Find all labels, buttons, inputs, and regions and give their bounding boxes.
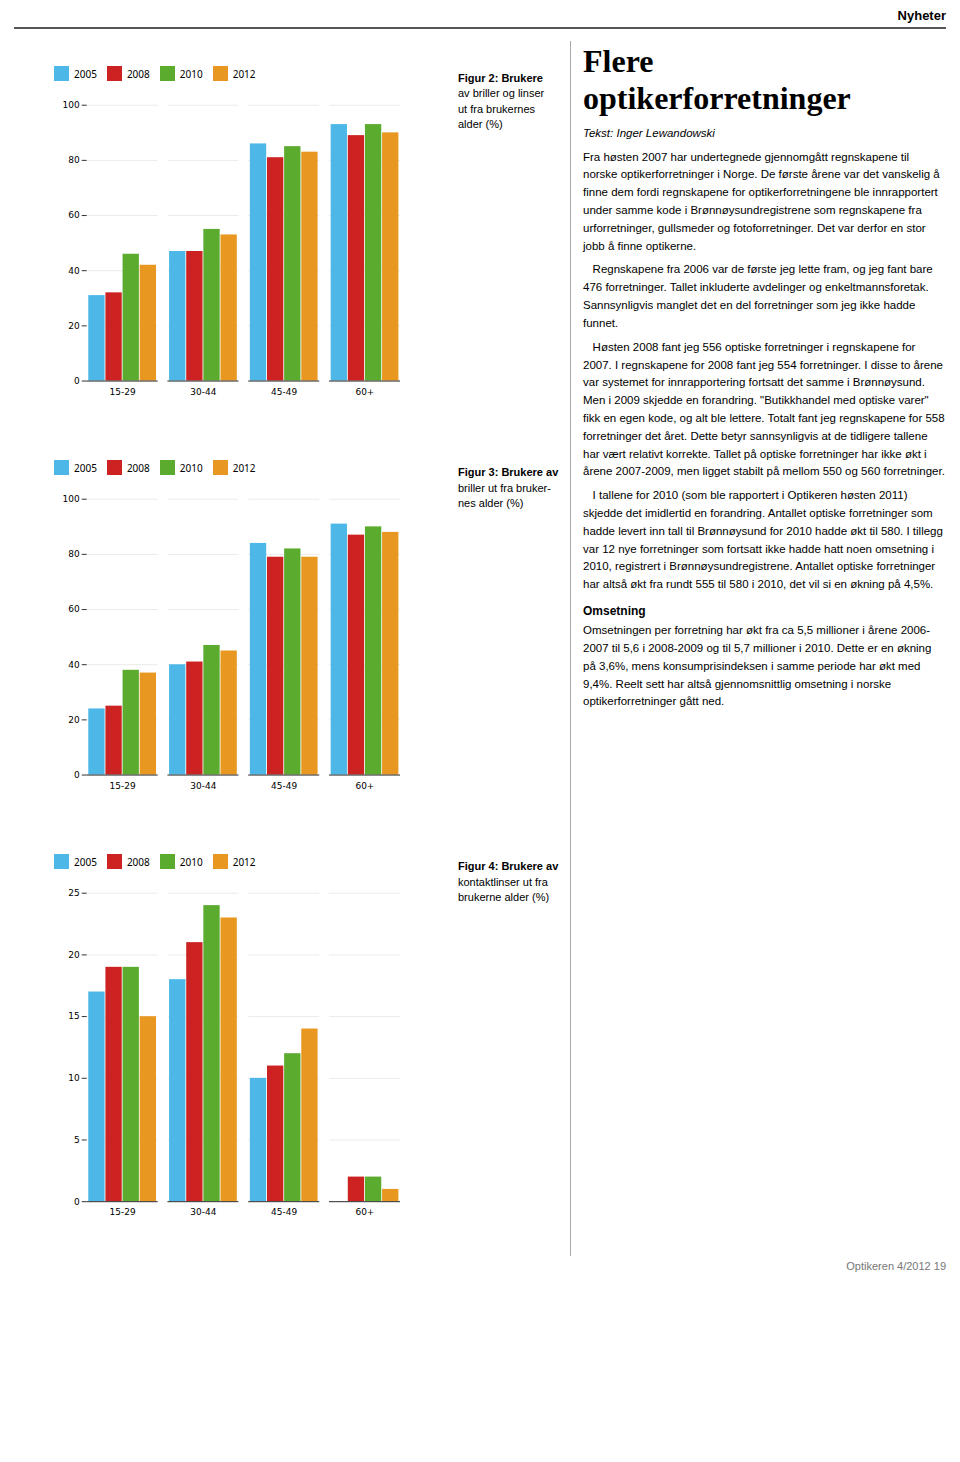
svg-text:40: 40 <box>68 660 80 670</box>
html-text:optikerforretninger: optikerforretninger <box>583 79 851 116</box>
svg-text:15-29: 15-29 <box>110 387 136 397</box>
svg-text:30-44: 30-44 <box>190 387 216 397</box>
svg-text:15: 15 <box>68 1012 79 1022</box>
html-text:Flere: Flere <box>583 43 654 79</box>
svg-text:30-44: 30-44 <box>190 781 216 791</box>
html-text:Nyheter: Nyheter <box>897 8 946 23</box>
svg-text:60: 60 <box>68 605 80 615</box>
html-text:briller ut fra bruker-: briller ut fra bruker- <box>458 481 551 494</box>
svg-text:30-44: 30-44 <box>190 1208 216 1218</box>
html-text:2005: 2005 <box>74 460 97 475</box>
svg-text:15-29: 15-29 <box>110 781 136 791</box>
svg-text:0: 0 <box>74 770 80 780</box>
html-text:Figur 4: Brukere av: Figur 4: Brukere av <box>458 860 559 873</box>
html-text:brukerne alder (%): brukerne alder (%) <box>458 891 550 903</box>
html-text:nes alder (%): nes alder (%) <box>458 496 524 509</box>
svg-text:60+: 60+ <box>355 387 374 397</box>
html-text:Optikeren 4/2012 19: Optikeren 4/2012 19 <box>846 1260 946 1272</box>
svg-text:45-49: 45-49 <box>271 387 297 397</box>
svg-text:100: 100 <box>63 494 80 504</box>
html-text:kontaktlinser ut fra: kontaktlinser ut fra <box>458 875 548 888</box>
html-text:I tallene for 2010 (som ble ra: I tallene for 2010 (som ble rapportert i… <box>583 489 947 591</box>
svg-text:60: 60 <box>68 210 80 220</box>
html-text:2008: 2008 <box>126 66 150 81</box>
html-text:2008: 2008 <box>126 460 150 475</box>
svg-text:45-49: 45-49 <box>271 1208 297 1218</box>
svg-text:60+: 60+ <box>355 781 374 791</box>
html-text:av briller og linser: av briller og linser <box>458 87 545 100</box>
html-text:2012: 2012 <box>232 66 256 81</box>
html-text:Tekst: Inger Lewandowski: Tekst: Inger Lewandowski <box>583 126 715 139</box>
svg-text:20: 20 <box>68 715 80 725</box>
html-text:Regnskapene fra 2006 var de fø: Regnskapene fra 2006 var de første jeg l… <box>583 263 936 329</box>
html-text:2005: 2005 <box>74 854 97 869</box>
html-text:2010: 2010 <box>179 460 203 475</box>
html-text:Fra høsten 2007 har undertegne: Fra høsten 2007 har undertegnede gjennom… <box>583 150 943 252</box>
html-text:2012: 2012 <box>232 854 256 869</box>
svg-text:60+: 60+ <box>355 1208 374 1218</box>
svg-text:0: 0 <box>74 376 80 386</box>
svg-text:80: 80 <box>68 549 80 559</box>
html-text:Figur 2: Brukere: Figur 2: Brukere <box>458 72 543 84</box>
svg-text:80: 80 <box>68 155 80 165</box>
svg-text:25: 25 <box>68 888 79 898</box>
html-text:2008: 2008 <box>126 854 150 869</box>
svg-text:20: 20 <box>68 321 80 331</box>
html-text:Omsetning: Omsetning <box>583 604 646 619</box>
html-text:alder (%): alder (%) <box>458 118 503 131</box>
svg-text:15-29: 15-29 <box>110 1208 136 1218</box>
svg-text:45-49: 45-49 <box>271 781 297 791</box>
html-text:2012: 2012 <box>232 460 256 475</box>
svg-text:40: 40 <box>68 266 80 276</box>
html-text:Figur 3: Brukere av: Figur 3: Brukere av <box>458 466 559 479</box>
html-text:2005: 2005 <box>74 66 97 81</box>
svg-text:20: 20 <box>68 950 80 960</box>
svg-text:5: 5 <box>74 1135 80 1145</box>
svg-text:10: 10 <box>68 1073 80 1083</box>
html-text:2010: 2010 <box>179 66 203 81</box>
svg-text:100: 100 <box>63 100 80 110</box>
html-text:2010: 2010 <box>179 854 203 869</box>
html-text:ut fra brukernes: ut fra brukernes <box>458 102 535 115</box>
svg-text:0: 0 <box>74 1197 80 1207</box>
html-text:Omsetningen per forretning har: Omsetningen per forretning har økt fra c… <box>583 624 935 708</box>
html-text:Høsten 2008 fant jeg 556 optis: Høsten 2008 fant jeg 556 optiske forretn… <box>583 340 948 478</box>
